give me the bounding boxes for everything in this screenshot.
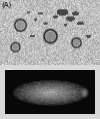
Text: (B): (B)	[4, 68, 14, 75]
Text: (A): (A)	[2, 2, 12, 8]
